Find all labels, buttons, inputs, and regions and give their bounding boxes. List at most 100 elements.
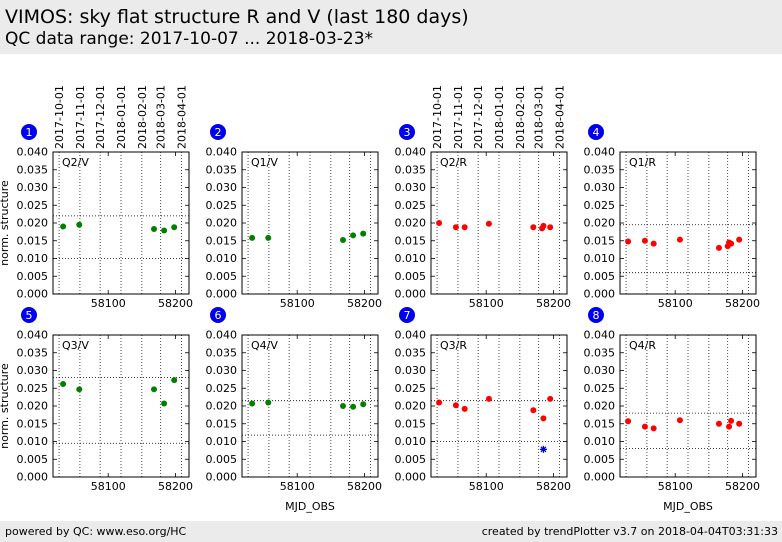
data-point bbox=[530, 407, 537, 414]
x-axis-label: MJD_OBS bbox=[285, 500, 335, 513]
data-point bbox=[76, 221, 83, 228]
panel-badge bbox=[210, 307, 226, 323]
panel-1: 0.000 0.005 0.010 0.015 0.020 0.025 0.030 0.035… bbox=[0, 85, 193, 310]
x-tick-label: 58200 bbox=[347, 297, 382, 310]
y-tick-label: 0.015 bbox=[206, 417, 238, 430]
x-tick-label: 58100 bbox=[91, 480, 126, 493]
data-point bbox=[715, 244, 722, 251]
y-tick-label: 0.030 bbox=[206, 364, 238, 377]
y-tick-label: 0.040 bbox=[584, 146, 616, 159]
y-tick-label: 0.025 bbox=[395, 199, 427, 212]
data-point bbox=[339, 403, 346, 409]
y-tick-label: 0.005 bbox=[584, 270, 616, 283]
y-tick-label: 0.010 bbox=[584, 252, 616, 265]
y-tick-label: 0.010 bbox=[395, 252, 427, 265]
y-tick-label: 0.000 bbox=[206, 288, 238, 301]
data-point bbox=[60, 223, 67, 230]
panel-badge-number: 8 bbox=[593, 309, 600, 322]
x-tick-label: 58200 bbox=[725, 480, 760, 493]
data-point bbox=[641, 423, 648, 430]
data-point bbox=[625, 418, 632, 425]
data-point bbox=[461, 405, 468, 412]
data-point bbox=[650, 425, 657, 432]
panel-label: Q1/V bbox=[251, 156, 278, 169]
panel-badge-number: 7 bbox=[404, 309, 411, 322]
x-tick-label: 58100 bbox=[658, 480, 693, 493]
data-point bbox=[715, 420, 722, 427]
x-axis-label: MJD_OBS bbox=[663, 500, 713, 513]
y-tick-label: 0.000 bbox=[584, 288, 616, 301]
y-tick-label: 0.030 bbox=[584, 364, 616, 377]
footer-bar: powered by QC: www.eso.org/HC created by… bbox=[0, 521, 782, 542]
data-point bbox=[485, 220, 492, 227]
data-point bbox=[350, 232, 357, 239]
x-tick-label: 58200 bbox=[536, 297, 571, 310]
x-tick-label: 58100 bbox=[280, 480, 315, 493]
panel-5: 0.000 0.005 0.010 0.015 0.020 0.025 0.030 0.035… bbox=[0, 307, 193, 493]
panel-label: Q1/R bbox=[629, 156, 656, 169]
y-tick-label: 0.000 bbox=[584, 471, 616, 484]
y-tick-label: 0.005 bbox=[206, 270, 238, 283]
y-tick-label: 0.025 bbox=[584, 382, 616, 395]
y-tick-label: 0.010 bbox=[17, 435, 49, 448]
y-tick-label: 0.010 bbox=[206, 435, 238, 448]
panel-label: Q2/V bbox=[62, 156, 89, 169]
panel-badge-number: 5 bbox=[26, 309, 33, 322]
date-tick-label: 2018-02-01 bbox=[514, 85, 527, 149]
y-tick-label: 0.035 bbox=[584, 346, 616, 359]
date-tick-label: 2018-03-01 bbox=[533, 85, 546, 149]
data-point bbox=[436, 220, 443, 226]
data-point bbox=[436, 399, 443, 406]
y-tick-label: 0.040 bbox=[206, 329, 238, 342]
panel-badge-number: 4 bbox=[593, 126, 600, 139]
data-point bbox=[249, 234, 256, 241]
y-tick-label: 0.040 bbox=[395, 146, 427, 159]
y-tick-label: 0.035 bbox=[395, 163, 427, 176]
y-tick-label: 0.010 bbox=[17, 252, 49, 265]
data-point bbox=[461, 224, 468, 231]
x-tick-label: 58100 bbox=[469, 297, 504, 310]
y-tick-label: 0.025 bbox=[395, 382, 427, 395]
date-tick-label: 2017-12-01 bbox=[94, 85, 107, 149]
y-tick-label: 0.015 bbox=[17, 417, 49, 430]
y-tick-label: 0.025 bbox=[206, 199, 238, 212]
data-point bbox=[150, 226, 157, 233]
y-tick-label: 0.020 bbox=[395, 217, 427, 230]
date-tick-label: 2017-11-01 bbox=[74, 85, 87, 149]
y-tick-label: 0.025 bbox=[17, 199, 49, 212]
panel-label: Q3/R bbox=[440, 339, 467, 352]
y-tick-label: 0.025 bbox=[17, 382, 49, 395]
data-point bbox=[540, 415, 547, 422]
data-point bbox=[736, 420, 743, 427]
data-point bbox=[171, 377, 178, 384]
y-tick-label: 0.005 bbox=[395, 270, 427, 283]
panel-badge bbox=[399, 307, 415, 323]
x-tick-label: 58100 bbox=[469, 480, 504, 493]
panel-3: 0.000 0.005 0.010 0.015 0.020 0.025 0.030 0.035… bbox=[395, 85, 572, 310]
x-tick-label: 58100 bbox=[280, 297, 315, 310]
x-tick-label: 58200 bbox=[725, 297, 760, 310]
x-tick-label: 58200 bbox=[158, 480, 193, 493]
data-point bbox=[60, 380, 67, 387]
y-tick-label: 0.020 bbox=[17, 217, 49, 230]
data-point bbox=[339, 237, 346, 244]
panel-label: Q4/R bbox=[629, 339, 656, 352]
page-title: VIMOS: sky flat structure R and V (last … bbox=[5, 6, 469, 28]
data-point bbox=[161, 227, 168, 234]
panel-7: 0.000 0.005 0.010 0.015 0.020 0.025 0.030 0.035… bbox=[395, 307, 571, 493]
y-tick-label: 0.000 bbox=[206, 471, 238, 484]
panel-badge bbox=[21, 124, 37, 140]
y-tick-label: 0.035 bbox=[584, 163, 616, 176]
y-axis-label: norm. structure bbox=[0, 363, 11, 449]
date-tick-label: 2017-10-01 bbox=[53, 85, 66, 149]
data-point bbox=[265, 234, 272, 241]
data-point bbox=[676, 236, 683, 243]
data-point bbox=[650, 240, 657, 247]
date-tick-label: 2018-02-01 bbox=[136, 85, 149, 149]
panel-badge bbox=[588, 307, 604, 323]
panel-4: 0.000 0.005 0.010 0.015 0.020 0.025 0.030 0.035… bbox=[584, 124, 760, 310]
panel-label: Q2/R bbox=[440, 156, 467, 169]
data-point bbox=[547, 395, 554, 402]
data-point bbox=[452, 224, 459, 231]
date-tick-label: 2018-04-01 bbox=[176, 85, 189, 149]
